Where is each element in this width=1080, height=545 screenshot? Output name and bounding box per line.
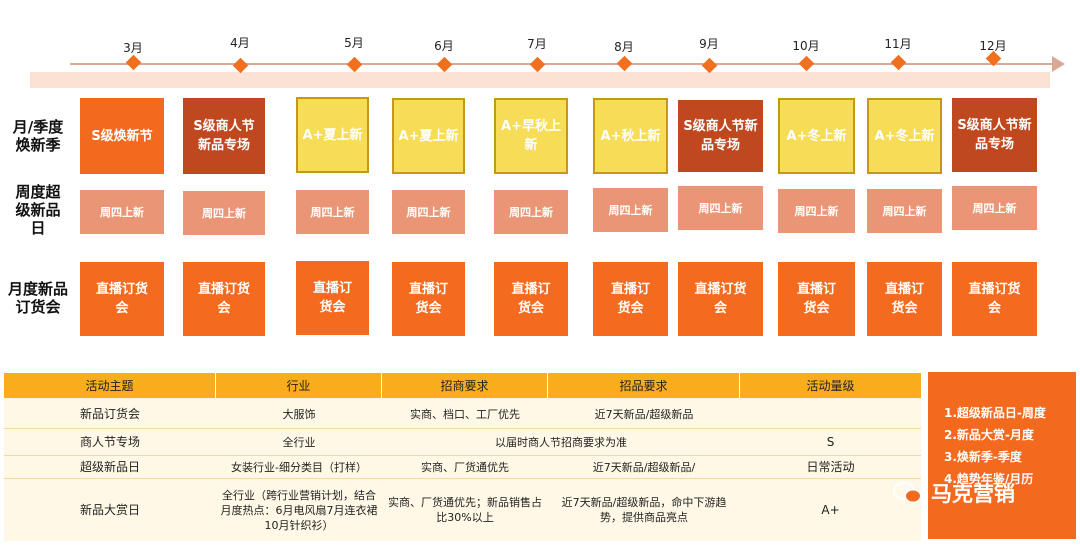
timeline-line — [70, 63, 1055, 65]
summary-item: 1.超级新品日-周度 — [944, 406, 1046, 420]
timeline-arrow-icon — [1052, 56, 1065, 72]
monthly-event-box: A+夏上新 — [296, 97, 369, 173]
summary-item: 2.新品大赏-月度 — [944, 428, 1034, 442]
month-marker-icon — [436, 56, 452, 73]
table-cell-industry: 大服饰 — [282, 407, 316, 421]
month-label: 3月 — [123, 41, 143, 55]
row-divider — [4, 455, 921, 456]
live-event-box: 直播订货会 — [593, 262, 668, 336]
month-label: 12月 — [979, 39, 1007, 53]
month-label: 7月 — [527, 37, 547, 51]
monthly-event-box: A+冬上新 — [867, 98, 942, 174]
weekly-event-box: 周四上新 — [952, 186, 1037, 230]
summary-item: 4.趋势年鉴/月历 — [944, 472, 1034, 486]
monthly-event-box: S级焕新节 — [80, 98, 164, 174]
month-label: 10月 — [792, 39, 820, 53]
table-cell-product: 近7天新品/超级新品/ — [592, 460, 696, 474]
weekly-event-box: 周四上新 — [778, 189, 855, 233]
table-cell-level: S — [826, 434, 835, 449]
monthly-event-box: S级商人节新品专场 — [183, 98, 265, 174]
row-label-weekly: 周度超 级新品日 — [15, 183, 61, 237]
live-event-box: 直播订货会 — [296, 261, 369, 335]
watermark: 马克营销 — [893, 478, 1015, 508]
table-cell-industry: 全行业 — [282, 435, 316, 449]
monthly-event-box: A+早秋上新 — [494, 98, 568, 174]
monthly-event-box: A+夏上新 — [392, 98, 465, 174]
month-marker-icon — [125, 54, 141, 71]
row-divider — [4, 478, 921, 479]
table-cell-merchant-product: 以届时商人节招商要求为准 — [495, 435, 627, 449]
month-marker-icon — [616, 55, 632, 72]
table-header-level: 活动量级 — [740, 373, 921, 398]
weekly-event-box: 周四上新 — [80, 190, 164, 234]
table-header-theme: 活动主题 — [4, 373, 216, 398]
table-cell-theme: 商人节专场 — [79, 434, 140, 449]
month-marker-icon — [701, 57, 717, 74]
summary-item: 3.焕新季-季度 — [944, 450, 1022, 464]
summary-panel: 1.超级新品日-周度 2.新品大赏-月度 3.焕新季-季度 4.趋势年鉴/月历 — [928, 372, 1076, 539]
live-event-box: 直播订货会 — [952, 262, 1037, 336]
month-marker-icon — [232, 57, 248, 74]
table-header-merchant: 招商要求 — [382, 373, 548, 398]
monthly-event-box: A+秋上新 — [593, 98, 668, 174]
table-cell-theme: 超级新品日 — [79, 459, 140, 474]
table-cell-level: A+ — [821, 502, 840, 517]
weekly-event-box: 周四上新 — [392, 190, 465, 234]
row-label-monthly: 月/季度 焕新季 — [12, 118, 64, 154]
live-event-box: 直播订货会 — [678, 262, 763, 336]
table-cell-level: 日常活动 — [806, 459, 855, 474]
table-cell-theme: 新品大赏日 — [79, 502, 140, 517]
table-header-industry: 行业 — [216, 373, 382, 398]
weekly-event-box: 周四上新 — [494, 190, 568, 234]
live-event-box: 直播订货会 — [778, 262, 855, 336]
activity-table — [4, 373, 921, 541]
month-marker-icon — [346, 56, 362, 73]
weekly-event-box: 周四上新 — [678, 186, 763, 230]
weekly-event-box: 周四上新 — [183, 191, 265, 235]
timeline-band — [30, 72, 1050, 88]
monthly-event-box: S级商人节新品专场 — [952, 98, 1037, 172]
table-cell-merchant: 实商、厂货通优先；新品销售占比30%以上 — [388, 496, 542, 524]
month-label: 6月 — [434, 39, 454, 53]
live-event-box: 直播订货会 — [867, 262, 942, 336]
live-event-box: 直播订货会 — [80, 262, 164, 336]
wechat-icon — [893, 482, 922, 504]
live-event-box: 直播订货会 — [494, 262, 568, 336]
table-cell-product: 近7天新品/超级新品 — [594, 407, 694, 421]
table-cell-product: 近7天新品/超级新品，命中下游趋势，提供商品亮点 — [561, 496, 727, 524]
table-cell-merchant: 实商、厂货通优先 — [421, 460, 509, 474]
table-cell-merchant: 实商、档口、工厂优先 — [410, 407, 520, 421]
weekly-event-box: 周四上新 — [867, 189, 942, 233]
table-cell-industry: 女装行业-细分类目（打样） — [231, 460, 367, 474]
row-label-live: 月度新品 订货会 — [7, 280, 68, 316]
month-marker-icon — [890, 54, 906, 71]
live-event-box: 直播订货会 — [392, 262, 465, 336]
month-marker-icon — [529, 56, 545, 73]
table-cell-theme: 新品订货会 — [79, 406, 140, 421]
month-label: 8月 — [614, 40, 634, 54]
table-cell-industry: 全行业（跨行业营销计划，结合月度热点：6月电风扇7月连衣裙10月针织衫） — [220, 488, 378, 532]
weekly-event-box: 周四上新 — [296, 190, 369, 234]
month-label: 11月 — [884, 37, 912, 51]
table-header-product: 招品要求 — [548, 373, 740, 398]
month-label: 5月 — [344, 36, 364, 50]
monthly-event-box: S级商人节新品专场 — [678, 100, 763, 172]
live-event-box: 直播订货会 — [183, 262, 265, 336]
month-label: 9月 — [699, 37, 719, 51]
month-label: 4月 — [230, 36, 250, 50]
weekly-event-box: 周四上新 — [593, 188, 668, 232]
watermark-text: 马克营销 — [931, 482, 1015, 506]
monthly-event-box: A+冬上新 — [778, 98, 855, 174]
row-divider — [4, 428, 921, 429]
month-marker-icon — [798, 55, 814, 72]
